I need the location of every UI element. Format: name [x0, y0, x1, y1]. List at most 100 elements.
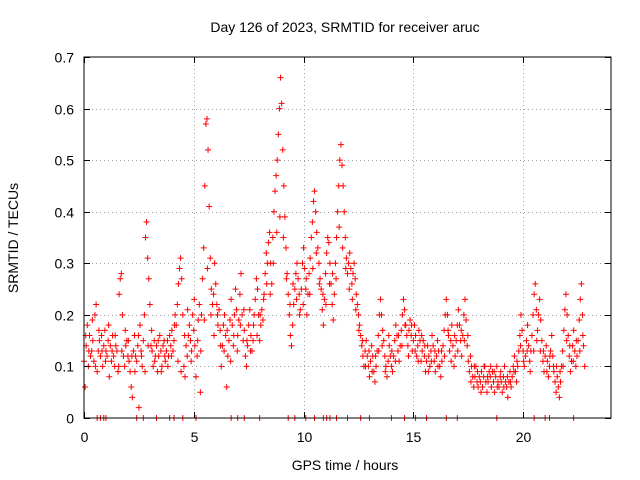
- data-point: [214, 322, 221, 329]
- data-point: [464, 332, 471, 339]
- data-point: [392, 322, 399, 329]
- data-point: [560, 363, 567, 370]
- data-point: [254, 332, 261, 339]
- data-point: [161, 353, 168, 360]
- data-point: [557, 378, 564, 385]
- data-point: [377, 296, 384, 303]
- data-point: [446, 347, 453, 354]
- data-point: [487, 363, 494, 370]
- data-point: [188, 347, 195, 354]
- data-point: [459, 332, 466, 339]
- data-point: [454, 347, 461, 354]
- data-point: [325, 239, 332, 246]
- data-point: [104, 353, 111, 360]
- data-point: [265, 239, 272, 246]
- data-point: [250, 337, 257, 344]
- data-point: [467, 353, 474, 360]
- data-point: [517, 311, 524, 318]
- data-point: [425, 353, 432, 360]
- data-point: [562, 291, 569, 298]
- data-point: [461, 337, 468, 344]
- data-point: [190, 327, 197, 334]
- data-point: [180, 363, 187, 370]
- data-point: [266, 229, 273, 236]
- data-point: [101, 327, 108, 334]
- data-point: [437, 373, 444, 380]
- data-point: [163, 347, 170, 354]
- data-point: [169, 347, 176, 354]
- data-point: [95, 327, 102, 334]
- data-point: [228, 296, 235, 303]
- data-point: [155, 337, 162, 344]
- data-point: [289, 322, 296, 329]
- data-point: [112, 332, 119, 339]
- data-point: [178, 368, 185, 375]
- data-point: [87, 353, 94, 360]
- data-point: [398, 342, 405, 349]
- data-point: [207, 311, 214, 318]
- data-point: [332, 260, 339, 267]
- data-point: [455, 306, 462, 313]
- data-point: [368, 342, 375, 349]
- data-point: [347, 265, 354, 272]
- data-point: [267, 291, 274, 298]
- data-point: [375, 347, 382, 354]
- data-point: [386, 342, 393, 349]
- data-point: [516, 332, 523, 339]
- data-point: [287, 332, 294, 339]
- data-point: [286, 301, 293, 308]
- data-point: [247, 332, 254, 339]
- data-point: [351, 260, 358, 267]
- data-point: [186, 322, 193, 329]
- data-point: [533, 306, 540, 313]
- data-point: [221, 311, 228, 318]
- data-point: [344, 270, 351, 277]
- data-point: [128, 384, 135, 391]
- data-point: [534, 327, 541, 334]
- data-point: [467, 378, 474, 385]
- data-point: [414, 342, 421, 349]
- data-point: [372, 353, 379, 360]
- data-point: [441, 353, 448, 360]
- data-point: [581, 363, 588, 370]
- data-point: [293, 296, 300, 303]
- data-point: [206, 203, 213, 210]
- data-point: [244, 342, 251, 349]
- data-point: [254, 286, 261, 293]
- data-point: [236, 291, 243, 298]
- data-point: [309, 265, 316, 272]
- data-point: [230, 342, 237, 349]
- data-point: [141, 311, 148, 318]
- data-point: [323, 249, 330, 256]
- data-point: [412, 347, 419, 354]
- data-point: [329, 301, 336, 308]
- data-point: [204, 265, 211, 272]
- data-point: [109, 347, 116, 354]
- data-point: [405, 327, 412, 334]
- data-point: [259, 317, 266, 324]
- data-point: [218, 363, 225, 370]
- data-point: [100, 342, 107, 349]
- data-point: [155, 353, 162, 360]
- data-point: [545, 373, 552, 380]
- data-point: [572, 363, 579, 370]
- data-point: [548, 332, 555, 339]
- data-point: [314, 244, 321, 251]
- data-point: [184, 353, 191, 360]
- data-point: [445, 332, 452, 339]
- data-point: [410, 337, 417, 344]
- data-point: [456, 322, 463, 329]
- data-point: [440, 342, 447, 349]
- data-point: [524, 347, 531, 354]
- data-point: [235, 317, 242, 324]
- data-point: [176, 265, 183, 272]
- data-point: [89, 337, 96, 344]
- data-point: [460, 311, 467, 318]
- data-point: [276, 213, 283, 220]
- data-point: [573, 353, 580, 360]
- data-point: [579, 332, 586, 339]
- data-point: [530, 347, 537, 354]
- data-point: [513, 378, 520, 385]
- data-point: [295, 275, 302, 282]
